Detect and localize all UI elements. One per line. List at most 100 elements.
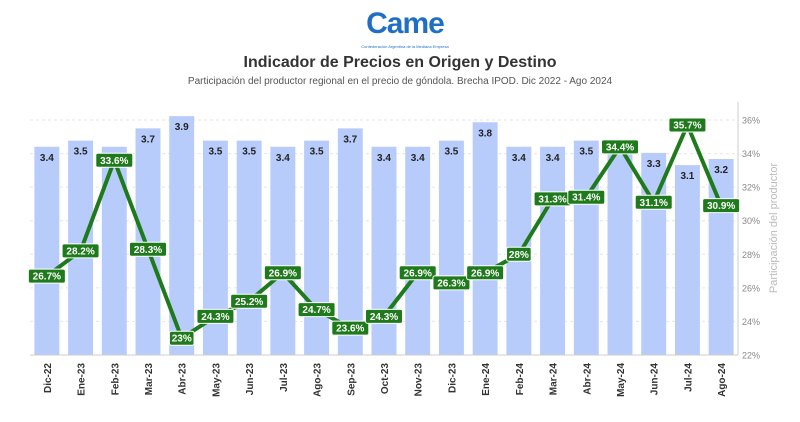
x-tick-label: Ene-23 bbox=[77, 363, 88, 396]
y-tick-label: 30% bbox=[742, 216, 760, 226]
line-value-label: 31.1% bbox=[640, 198, 668, 209]
chart-subtitle: Participación del productor regional en … bbox=[187, 76, 613, 87]
line-point-marker bbox=[601, 139, 639, 155]
line-value-label: 28.2% bbox=[66, 246, 94, 257]
bar-value-label: 3.5 bbox=[242, 147, 256, 158]
x-tick-label: Nov-23 bbox=[414, 363, 425, 397]
x-tick-label: Mar-24 bbox=[549, 363, 560, 396]
line-point-marker bbox=[129, 241, 167, 257]
x-tick-label: Dic-22 bbox=[43, 363, 54, 393]
x-tick-label: Jun-23 bbox=[245, 363, 256, 396]
bar-value-label: 3.5 bbox=[444, 147, 458, 158]
line-value-label: 26.9% bbox=[404, 268, 432, 279]
bar bbox=[236, 140, 262, 355]
line-value-label: 26.9% bbox=[471, 268, 499, 279]
bar bbox=[540, 146, 566, 355]
x-tick-label: Jun-24 bbox=[650, 363, 661, 396]
bar-value-label: 3.8 bbox=[478, 128, 492, 139]
line-point-marker bbox=[506, 246, 532, 262]
line-point-marker bbox=[365, 308, 403, 324]
bar bbox=[674, 165, 700, 355]
x-tick-label: Feb-23 bbox=[110, 363, 121, 396]
y-tick-label: 32% bbox=[742, 183, 760, 193]
bar bbox=[135, 128, 161, 355]
x-tick-label: Dic-23 bbox=[447, 363, 458, 393]
bar-value-label: 3.4 bbox=[546, 153, 560, 164]
bar-value-label: 3.3 bbox=[647, 159, 661, 170]
bar bbox=[607, 146, 633, 355]
x-tick-label: Mar-23 bbox=[144, 363, 155, 396]
x-tick-label: Ago-24 bbox=[717, 363, 728, 397]
bar-value-label: 3.7 bbox=[343, 134, 357, 145]
line-point-marker bbox=[331, 320, 370, 336]
bar bbox=[304, 140, 330, 355]
y-tick-label: 34% bbox=[742, 149, 760, 159]
line-point-marker bbox=[398, 265, 437, 281]
line-value-label: 26.7% bbox=[33, 272, 61, 283]
line-value-label: 34.4% bbox=[606, 142, 634, 153]
bar bbox=[270, 146, 296, 355]
bar-value-label: 3.4 bbox=[276, 153, 290, 164]
line-value-label: 23.6% bbox=[336, 324, 364, 335]
y-tick-label: 24% bbox=[742, 317, 760, 327]
line-point-marker bbox=[702, 198, 741, 214]
bar-value-label: 3.5 bbox=[74, 147, 88, 158]
y-tick-label: 36% bbox=[742, 116, 760, 126]
x-tick-label: Abr-23 bbox=[178, 363, 189, 395]
line-value-label: 28.3% bbox=[134, 245, 162, 256]
x-tick-label: Jul-23 bbox=[279, 363, 290, 392]
line-point-marker bbox=[27, 268, 66, 284]
bar bbox=[337, 128, 363, 355]
y-tick-label: 28% bbox=[742, 250, 760, 260]
y-tick-label: 22% bbox=[742, 351, 760, 361]
line-value-label: 24.3% bbox=[201, 312, 229, 323]
bar-value-label: 3.1 bbox=[680, 171, 694, 182]
x-tick-label: Ene-24 bbox=[481, 363, 492, 396]
bar bbox=[405, 146, 431, 355]
bar bbox=[34, 146, 60, 355]
x-tick-label: Ago-23 bbox=[313, 363, 324, 397]
bar-value-label: 3.4 bbox=[411, 153, 425, 164]
logo-text: Came bbox=[366, 7, 445, 40]
line-value-label: 30.9% bbox=[707, 201, 735, 212]
bar bbox=[573, 140, 599, 355]
x-tick-label: Oct-23 bbox=[380, 363, 391, 395]
bar-value-label: 3.2 bbox=[714, 165, 728, 176]
line-value-label: 31.4% bbox=[572, 193, 600, 204]
line-value-label: 28% bbox=[509, 250, 529, 261]
line-point-marker bbox=[466, 265, 505, 281]
bar bbox=[472, 122, 498, 355]
x-tick-label: May-23 bbox=[211, 363, 222, 397]
bar bbox=[708, 159, 734, 355]
line-value-label: 24.7% bbox=[302, 305, 330, 316]
line-value-label: 35.7% bbox=[673, 121, 701, 132]
line-point-marker bbox=[263, 265, 302, 281]
bar-value-label: 3.5 bbox=[208, 147, 222, 158]
line-point-marker bbox=[196, 308, 235, 324]
x-tick-label: Abr-24 bbox=[582, 363, 593, 395]
bar-value-label: 3.4 bbox=[377, 153, 391, 164]
line-point-marker bbox=[634, 194, 673, 210]
bar-value-label: 3.5 bbox=[579, 147, 593, 158]
line-value-label: 26.3% bbox=[437, 278, 465, 289]
y-tick-label: 26% bbox=[742, 283, 760, 293]
line-point-marker bbox=[61, 243, 100, 259]
bar bbox=[438, 140, 464, 355]
bar-value-label: 3.9 bbox=[175, 122, 189, 133]
line-value-label: 23% bbox=[172, 334, 192, 345]
x-tick-label: Feb-24 bbox=[515, 363, 526, 396]
line-point-marker bbox=[297, 302, 336, 318]
line-point-marker bbox=[567, 189, 606, 205]
x-tick-label: May-24 bbox=[616, 363, 627, 397]
bar-value-label: 3.4 bbox=[512, 153, 526, 164]
x-tick-label: Sep-23 bbox=[346, 363, 357, 396]
line-point-marker bbox=[230, 293, 269, 309]
line-point-marker bbox=[668, 117, 707, 133]
x-tick-label: Jul-24 bbox=[683, 363, 694, 392]
line-point-marker bbox=[432, 275, 471, 291]
line-value-label: 24.3% bbox=[370, 312, 398, 323]
line-value-label: 26.9% bbox=[269, 268, 297, 279]
came-logo: Came Confederación Argentina de la Media… bbox=[360, 6, 450, 50]
bar-value-label: 3.5 bbox=[310, 147, 324, 158]
